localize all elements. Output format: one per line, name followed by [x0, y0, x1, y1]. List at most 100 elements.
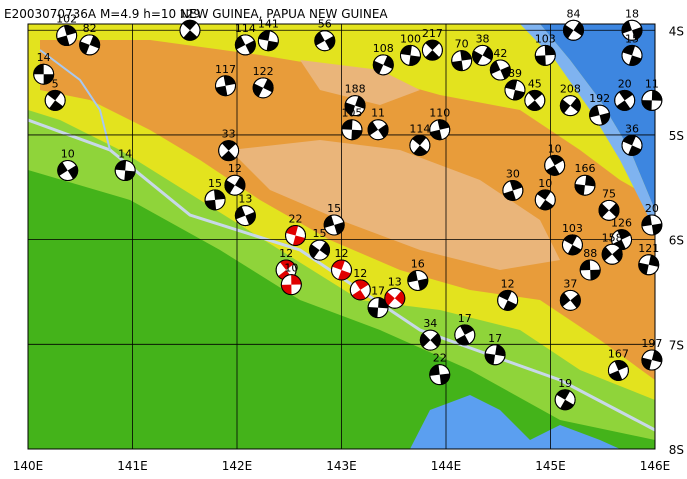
beachball-outline	[114, 160, 136, 182]
depth-label: 17	[371, 285, 385, 298]
beachball-quadrants	[641, 350, 662, 370]
beachball	[429, 364, 451, 386]
depth-label: 10	[61, 148, 75, 161]
depth-label: 14	[37, 51, 51, 64]
beachball-outline	[33, 63, 55, 85]
beachball-quadrants	[224, 176, 245, 194]
beachball	[534, 189, 556, 211]
beachball-outline	[372, 54, 394, 76]
beachball-outline	[621, 134, 643, 156]
depth-label: 12	[335, 247, 349, 260]
map-frame	[27, 23, 656, 450]
beachball-outline	[252, 77, 274, 99]
beachball	[601, 243, 623, 265]
beachball-quadrants	[221, 140, 236, 161]
beachball-quadrants	[589, 105, 610, 125]
beachball-outline	[554, 389, 576, 411]
beachball-outline	[367, 119, 389, 141]
beachball-outline	[56, 25, 78, 47]
beachball	[367, 297, 389, 319]
beachball	[451, 50, 473, 72]
beachball-outline	[285, 224, 307, 246]
beachball-outline	[472, 44, 494, 66]
lon-tick-label: 146E	[640, 459, 671, 473]
beachball-quadrants	[535, 45, 556, 66]
beachball-outline	[534, 44, 556, 66]
beachball	[614, 89, 636, 111]
beachball-outline	[579, 259, 601, 281]
beachball-quadrants	[490, 60, 511, 80]
beachball-outline	[179, 19, 201, 41]
beachball	[56, 25, 78, 47]
beachball-quadrants	[281, 274, 302, 295]
beachball-quadrants	[309, 242, 330, 259]
depth-label: 100	[400, 32, 421, 45]
beachball-outline	[399, 44, 421, 66]
depth-label: 19	[558, 377, 572, 390]
depth-label: 141	[258, 18, 279, 31]
depth-label: 208	[560, 83, 581, 96]
beachball	[114, 160, 136, 182]
beachball	[641, 349, 663, 371]
beachball-outline	[598, 199, 620, 221]
beachball-quadrants	[498, 290, 517, 311]
beachball-outline	[614, 89, 636, 111]
depth-label: 5	[52, 77, 59, 90]
depth-label: 117	[215, 63, 236, 76]
beachball-quadrants	[537, 189, 554, 210]
beachball-quadrants	[115, 160, 136, 181]
beachball	[598, 199, 620, 221]
depth-label: 166	[574, 162, 595, 175]
depth-label: 110	[429, 107, 450, 120]
beachball-quadrants	[182, 20, 198, 41]
beachball	[497, 289, 519, 311]
depth-label: 12	[228, 162, 242, 175]
depth-label: 11	[645, 77, 659, 90]
beachball-quadrants	[205, 189, 226, 210]
beachball-quadrants	[612, 229, 631, 250]
beachball	[579, 259, 601, 281]
depth-label: 56	[318, 18, 332, 31]
beachball-outline	[409, 134, 431, 156]
beachball	[484, 344, 506, 366]
beachball-outline	[621, 44, 643, 66]
beachball	[399, 44, 421, 66]
beachball-outline	[607, 359, 629, 381]
depth-label: 84	[566, 7, 580, 20]
depth-label: 13	[388, 275, 402, 288]
beachball	[419, 329, 441, 351]
beachball-quadrants	[563, 234, 582, 255]
beachball-outline	[257, 30, 279, 52]
beachball-outline	[601, 243, 623, 265]
beachball-quadrants	[384, 290, 405, 306]
beachball	[562, 19, 584, 41]
beachball	[559, 289, 581, 311]
beachball	[621, 44, 643, 66]
depth-label: 88	[583, 247, 597, 260]
depth-label: 129	[179, 7, 200, 20]
beachball	[554, 389, 576, 411]
beachball-quadrants	[638, 254, 659, 275]
beachball	[179, 19, 201, 41]
depth-label: 158	[602, 231, 623, 244]
beachball-outline	[484, 344, 506, 366]
depth-label: 12	[279, 247, 293, 260]
beachball	[384, 287, 406, 309]
depth-label: 108	[373, 42, 394, 55]
beachball	[409, 134, 431, 156]
beachball-quadrants	[235, 36, 256, 54]
depth-label: 12	[353, 267, 367, 280]
beachball-outline	[489, 59, 511, 81]
beachball-outline	[224, 174, 246, 196]
beachball	[224, 174, 246, 196]
beachball	[638, 254, 660, 276]
depth-label: 15	[327, 202, 341, 215]
beachball-quadrants	[341, 119, 362, 140]
beachball-outline	[559, 95, 581, 117]
beachball-quadrants	[609, 360, 628, 381]
beachball-quadrants	[345, 96, 366, 116]
beachball-outline	[234, 34, 256, 56]
depth-label: 102	[56, 13, 77, 26]
beachball-quadrants	[79, 35, 100, 55]
lon-tick-label: 143E	[326, 459, 357, 473]
